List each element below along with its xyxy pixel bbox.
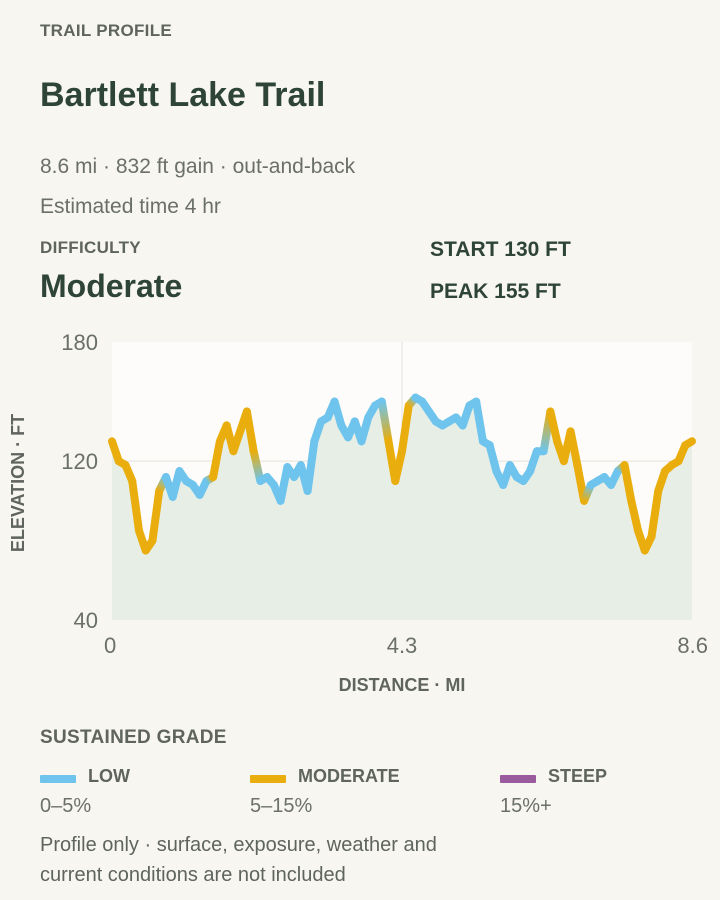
trail-name: Bartlett Lake Trail: [40, 76, 326, 114]
difficulty-value: Moderate: [40, 268, 183, 304]
legend-swatch-low: [40, 775, 76, 783]
elevation-segment: [546, 407, 562, 446]
y-tick-label: 120: [61, 449, 98, 474]
start-elevation: START 130 FT: [430, 238, 571, 261]
legend-label: SUSTAINED GRADE: [40, 727, 227, 748]
elevation-segment: [242, 407, 258, 456]
elevation-segment: [330, 397, 346, 430]
elevation-segment: [647, 486, 663, 541]
estimated-time: Estimated time 4 hr: [40, 195, 221, 218]
x-tick-label: 8.6: [677, 633, 708, 658]
x-tick-label: 0: [104, 633, 116, 658]
elevation-segment: [209, 437, 224, 482]
legend-range-low: 0–5%: [40, 795, 92, 817]
elevation-segment: [566, 427, 582, 470]
footnote: Profile only · surface, exposure, weathe…: [40, 834, 437, 886]
elevation-segment: [620, 461, 636, 505]
legend-range-moderate: 5–15%: [250, 795, 313, 817]
section-label: TRAIL PROFILE: [40, 21, 173, 40]
legend-range-steep: 15%+: [500, 795, 552, 817]
x-axis-label: DISTANCE · MI: [339, 675, 466, 695]
y-tick-label: 40: [74, 608, 98, 633]
elevation-segment: [249, 447, 265, 485]
elevation-segment: [627, 496, 643, 535]
axis-ticks: 180 120 400 4.3 8.6: [61, 330, 708, 658]
legend-name-moderate: MODERATE: [298, 766, 400, 786]
elevation-segment: [128, 477, 143, 535]
elevation-chart: 180 120 400 4.3 8.6 DISTANCE · MI ELEVATION …: [8, 330, 708, 695]
x-tick-label: 4.3: [387, 633, 418, 658]
legend-name-low: LOW: [88, 766, 130, 786]
elevation-segment: [148, 486, 164, 545]
elevation-segment: [357, 413, 373, 446]
elevation-segment: [472, 397, 487, 446]
elevation-segment: [391, 447, 406, 485]
elevation-line: [108, 393, 696, 555]
elevation-segment: [398, 401, 413, 456]
legend-swatch-steep: [500, 775, 536, 783]
elevation-segment: [377, 397, 393, 446]
elevation-segment: [485, 441, 501, 476]
y-tick-label: 180: [61, 330, 98, 355]
elevation-segment: [303, 437, 319, 495]
legend-swatch-moderate: [250, 775, 286, 783]
peak-elevation: PEAK 155 FT: [430, 280, 561, 303]
trail-stats: 8.6 mi · 832 ft gain · out-and-back: [40, 155, 356, 178]
legend-name-steep: STEEP: [548, 766, 608, 786]
elevation-segment: [276, 463, 292, 505]
difficulty-label: DIFFICULTY: [40, 238, 141, 257]
elevation-segment: [681, 437, 696, 450]
y-axis-label: ELEVATION · FT: [8, 414, 28, 552]
